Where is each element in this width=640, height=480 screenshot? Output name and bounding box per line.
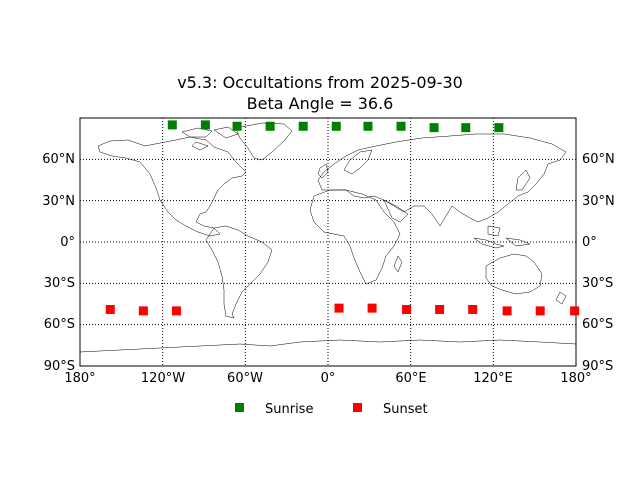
- lon-label-5: 60°E: [395, 371, 426, 386]
- sunset-point: [535, 306, 545, 316]
- sunrise-point: [429, 123, 439, 133]
- sunset-point: [502, 306, 512, 316]
- britain-outline: [317, 163, 329, 179]
- sunset-point: [402, 305, 412, 315]
- north-america-outline: [97, 136, 247, 237]
- lon-label-4: 0°: [321, 371, 336, 386]
- new-zealand-outline: [555, 291, 567, 305]
- sunset-point: [105, 305, 115, 315]
- sunrise-point: [396, 121, 406, 131]
- greenland-outline: [235, 122, 293, 161]
- lat-label-left-2: 30°N: [42, 194, 75, 209]
- lon-label-7: 180°: [560, 371, 591, 386]
- lat-label-left-3: 0°: [60, 235, 75, 250]
- eurasia-outline: [317, 133, 567, 227]
- lon-label-3: 60°W: [227, 371, 263, 386]
- australia-outline: [485, 253, 543, 295]
- lat-label-right-2: 30°N: [582, 194, 615, 209]
- lat-label-left-6: 90°S: [44, 359, 75, 374]
- sunset-point: [171, 306, 181, 316]
- indonesia-outline: [473, 225, 531, 249]
- arctic-islands-outline: [181, 126, 239, 151]
- lat-label-left-4: 30°S: [44, 276, 75, 291]
- lon-label-6: 120°E: [473, 371, 513, 386]
- south-america-outline: [205, 225, 273, 319]
- legend: Sunrise Sunset: [235, 402, 428, 417]
- lat-label-right-1: 60°N: [582, 152, 615, 167]
- sunset-point: [334, 303, 344, 313]
- sunset-point: [570, 306, 580, 316]
- legend-sunset-label: Sunset: [383, 402, 428, 417]
- japan-outline: [515, 169, 531, 191]
- sunset-point: [367, 303, 377, 313]
- madagascar-outline: [393, 255, 403, 273]
- sunset-point: [138, 306, 148, 316]
- sunrise-point: [331, 121, 341, 131]
- sunset-point: [468, 305, 478, 315]
- occultation-markers: [105, 120, 580, 316]
- lat-label-right-5: 60°S: [582, 317, 613, 332]
- lat-label-right-4: 30°S: [582, 276, 613, 291]
- sunrise-point: [200, 120, 210, 130]
- africa-outline: [309, 189, 401, 285]
- sunset-point: [435, 305, 445, 315]
- legend-sunset-marker: [353, 403, 362, 412]
- sunrise-point: [461, 123, 471, 133]
- graticule: [80, 118, 576, 366]
- lat-labels-left: 60°N 30°N 0° 30°S 60°S 90°S: [42, 152, 75, 374]
- title-line-2: Beta Angle = 36.6: [246, 94, 394, 113]
- lat-label-right-6: 90°S: [582, 359, 613, 374]
- lat-labels-right: 60°N 30°N 0° 30°S 60°S 90°S: [582, 152, 615, 374]
- sunrise-point: [298, 121, 308, 131]
- sunrise-point: [232, 121, 242, 131]
- sunrise-point: [494, 123, 504, 133]
- scandinavia-outline: [343, 149, 373, 175]
- lon-labels: 180° 120°W 60°W 0° 60°E 120°E 180°: [64, 371, 591, 386]
- coastlines: [79, 122, 577, 353]
- legend-sunrise-marker: [235, 403, 244, 412]
- sunrise-point: [265, 121, 275, 131]
- title-line-1: v5.3: Occultations from 2025-09-30: [177, 73, 463, 92]
- arabia-outline: [383, 199, 409, 223]
- lat-label-left-1: 60°N: [42, 152, 75, 167]
- legend-sunrise-label: Sunrise: [265, 402, 313, 417]
- lon-label-2: 120°W: [141, 371, 185, 386]
- sunrise-point: [363, 121, 373, 131]
- sunrise-point: [167, 120, 177, 130]
- map-frame: [79, 117, 577, 367]
- chart-title: v5.3: Occultations from 2025-09-30 Beta …: [0, 72, 640, 114]
- lon-label-1: 180°: [64, 371, 95, 386]
- lat-label-right-3: 0°: [582, 235, 597, 250]
- lat-label-left-5: 60°S: [44, 317, 75, 332]
